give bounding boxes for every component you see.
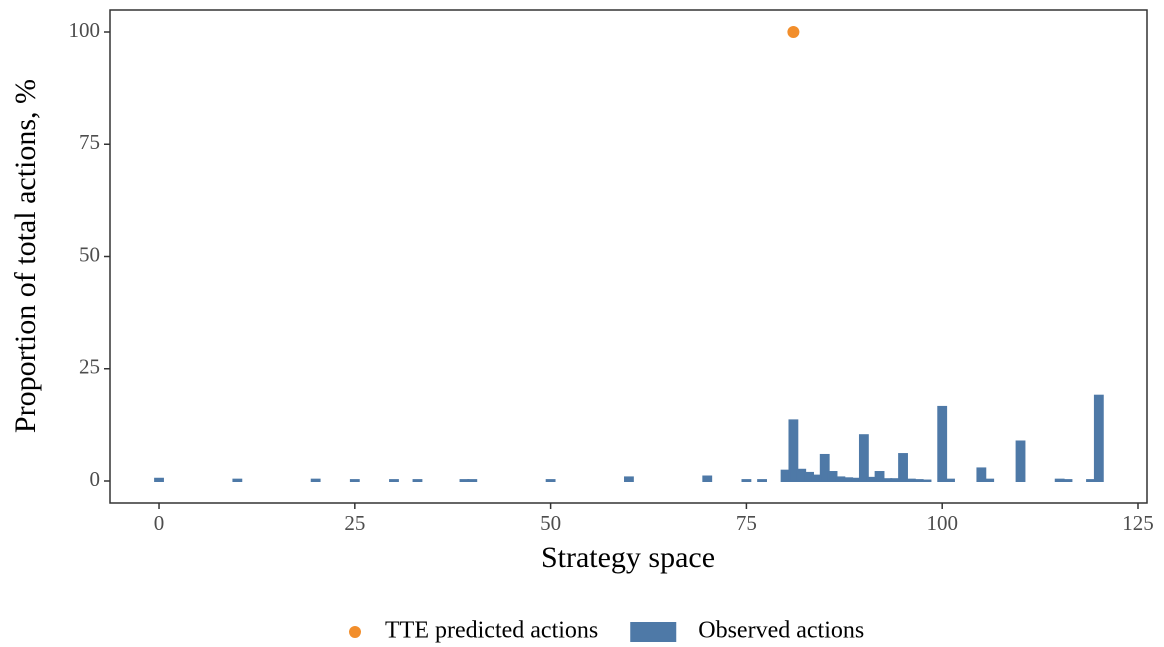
bar — [741, 479, 752, 482]
bar — [851, 477, 861, 482]
x-tick-label: 25 — [344, 511, 365, 535]
bar — [866, 476, 877, 482]
panel-border — [109, 9, 1148, 504]
bar — [1054, 478, 1065, 482]
bar — [913, 479, 924, 482]
legend-swatch — [630, 622, 677, 642]
bar — [459, 479, 470, 482]
bar — [412, 479, 423, 482]
bar — [882, 478, 893, 482]
bar — [905, 478, 916, 482]
bar — [811, 474, 822, 482]
x-tick-label: 100 — [926, 511, 958, 535]
bar — [976, 467, 987, 482]
bar — [1015, 440, 1026, 482]
bar — [232, 478, 243, 482]
bar — [757, 479, 767, 482]
x-tick-label: 0 — [154, 511, 165, 535]
y-tick-label: 50 — [79, 242, 100, 266]
bar — [702, 475, 713, 482]
legend-label: Observed actions — [698, 618, 864, 644]
x-tick-label: 50 — [540, 511, 561, 535]
bar — [945, 478, 955, 482]
bar — [843, 477, 854, 482]
bar — [788, 419, 799, 482]
bar — [154, 477, 164, 482]
y-tick-label: 25 — [79, 355, 100, 379]
bar — [804, 471, 814, 482]
x-tick-label: 75 — [736, 511, 757, 535]
bar — [467, 479, 478, 482]
x-tick-label: 125 — [1122, 511, 1154, 535]
bar — [1086, 479, 1096, 482]
bar — [984, 478, 995, 482]
x-axis-title: Strategy space — [541, 541, 715, 574]
bar — [624, 476, 634, 482]
y-tick-label: 0 — [90, 467, 101, 491]
bar — [349, 479, 360, 482]
point — [787, 26, 800, 39]
bar — [796, 468, 807, 482]
bar — [780, 469, 791, 482]
y-tick-label: 75 — [79, 130, 100, 154]
bar — [858, 434, 869, 482]
bar — [1062, 479, 1073, 482]
bar — [874, 471, 885, 482]
bar — [890, 478, 901, 482]
bar — [545, 479, 556, 482]
legend-label: TTE predicted actions — [385, 618, 598, 644]
bar — [898, 453, 908, 482]
bar — [389, 479, 399, 482]
y-tick-label: 100 — [69, 18, 101, 42]
bar — [310, 478, 321, 482]
bar — [835, 476, 846, 482]
legend-swatch — [349, 626, 361, 638]
bar — [827, 471, 838, 482]
y-axis-title: Proportion of total actions, % — [9, 79, 42, 433]
bar — [937, 405, 948, 482]
bar — [1093, 394, 1104, 482]
bar — [819, 453, 830, 482]
